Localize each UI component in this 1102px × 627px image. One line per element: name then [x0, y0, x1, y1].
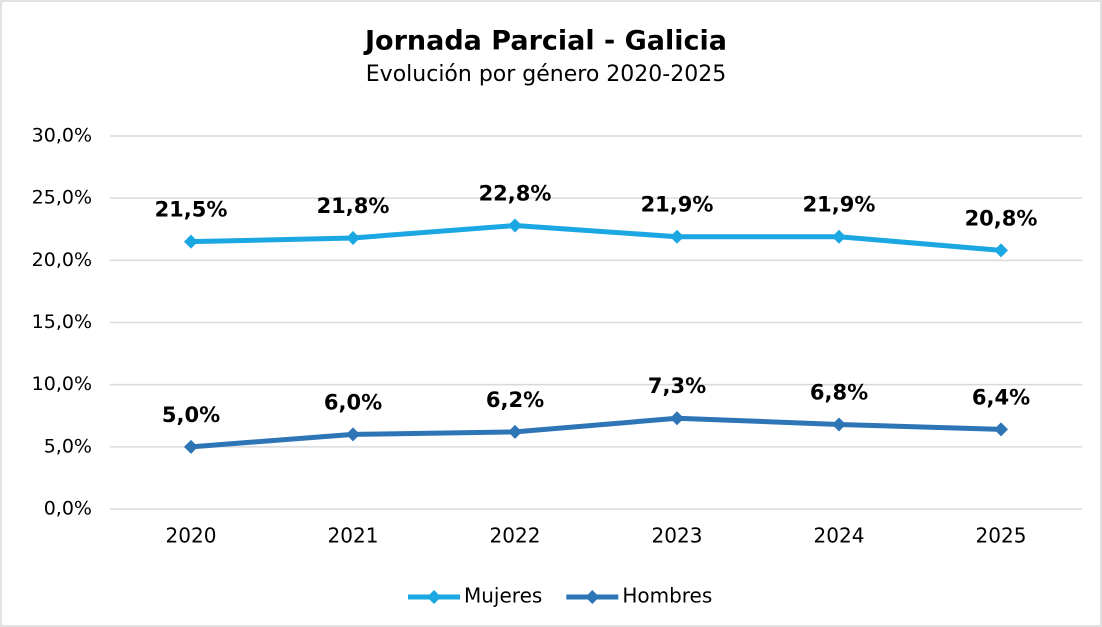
marker: [670, 229, 684, 244]
data-label: 5,0%: [162, 403, 220, 427]
marker: [994, 422, 1008, 437]
marker: [184, 234, 198, 249]
y-tick-label: 15,0%: [32, 311, 92, 333]
series-line: [190, 223, 1002, 253]
y-tick-label: 20,0%: [32, 249, 92, 271]
series-line: [190, 415, 1002, 450]
x-tick-label: 2022: [490, 524, 541, 548]
data-label: 20,8%: [965, 206, 1038, 230]
data-label: 22,8%: [479, 182, 552, 206]
marker: [832, 229, 846, 244]
legend-label: Hombres: [622, 584, 712, 608]
data-label: 6,2%: [486, 388, 544, 412]
y-tick-label: 30,0%: [32, 125, 92, 147]
marker: [184, 439, 198, 454]
marker: [832, 417, 846, 432]
data-label: 6,0%: [324, 390, 382, 414]
data-label: 6,8%: [810, 380, 868, 404]
data-label: 6,4%: [972, 385, 1030, 409]
y-tick-label: 10,0%: [32, 373, 92, 395]
data-label: 21,9%: [803, 193, 876, 217]
legend-marker: [585, 590, 600, 604]
data-label: 7,3%: [648, 374, 706, 398]
data-label: 21,8%: [317, 194, 390, 218]
chart-title: Jornada Parcial - Galicia: [363, 26, 727, 57]
x-tick-label: 2023: [652, 524, 703, 548]
legend-label: Mujeres: [464, 584, 542, 608]
y-tick-label: 25,0%: [32, 187, 92, 209]
legend-marker: [427, 590, 441, 604]
x-tick-label: 2020: [166, 524, 217, 548]
marker: [508, 218, 522, 233]
y-tick-label: 0,0%: [44, 498, 92, 520]
marker: [346, 230, 360, 245]
marker: [994, 243, 1008, 258]
chart-subtitle: Evolución por género 2020-2025: [366, 62, 726, 87]
marker: [346, 427, 360, 442]
y-tick-label: 5,0%: [44, 435, 92, 457]
x-tick-label: 2024: [814, 524, 865, 548]
data-label: 21,5%: [155, 198, 228, 222]
data-label: 21,9%: [641, 193, 714, 217]
x-tick-label: 2021: [328, 524, 379, 548]
marker: [508, 424, 522, 439]
marker: [670, 411, 684, 426]
x-tick-label: 2025: [976, 524, 1027, 548]
